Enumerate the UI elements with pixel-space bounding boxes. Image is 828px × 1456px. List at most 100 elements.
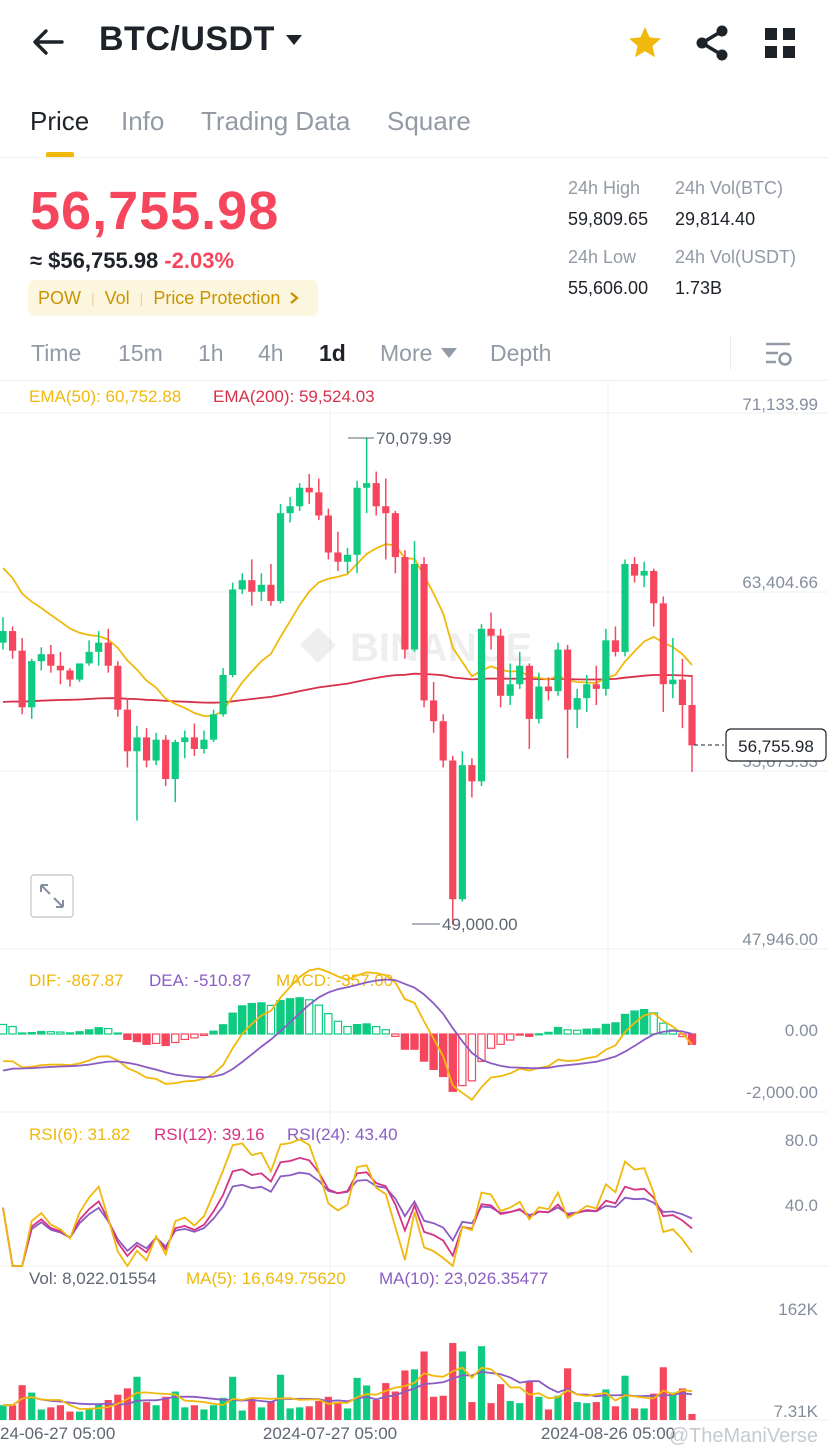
high-value: 59,809.65: [568, 209, 649, 229]
volume-bar: [152, 1405, 160, 1420]
interval-1h[interactable]: 1h: [198, 340, 224, 366]
volume-bar: [95, 1404, 103, 1420]
volume-bar: [28, 1392, 36, 1420]
candle-body: [8, 631, 17, 651]
macd-bar: [639, 1008, 649, 1035]
macd-bar: [592, 1028, 601, 1035]
volume-bar: [525, 1380, 533, 1420]
volume-bar: [133, 1376, 141, 1420]
tab-trading-data[interactable]: Trading Data: [201, 106, 351, 136]
price-tick-2: 63,404.66: [742, 573, 818, 592]
macd-bar: [218, 1024, 228, 1035]
volume-bar: [372, 1399, 380, 1420]
volume-bar: [650, 1393, 658, 1420]
candle-body: [477, 628, 486, 782]
candle-body: [583, 684, 591, 699]
volume-bar: [200, 1409, 208, 1420]
macd-bar: [563, 1029, 572, 1035]
expand-chart-button[interactable]: [30, 874, 74, 918]
interval-15m[interactable]: 15m: [118, 340, 163, 366]
volume-bar: [410, 1369, 419, 1420]
macd-bar: [266, 1004, 276, 1035]
candle-body: [142, 737, 151, 761]
candle-body: [95, 642, 103, 652]
volume-bar: [219, 1397, 227, 1420]
macd-bar: [228, 1012, 237, 1035]
candle-body: [28, 661, 36, 708]
volume-bar: [554, 1395, 562, 1420]
macd-bar: [94, 1027, 103, 1035]
grid-icon[interactable]: [763, 26, 797, 60]
back-arrow-icon[interactable]: [30, 26, 66, 58]
candle-body: [535, 686, 543, 719]
tag-pow[interactable]: POW: [38, 287, 81, 308]
volume-bar: [181, 1407, 189, 1420]
macd-bar: [285, 998, 295, 1035]
low-marker: 49,000.00: [412, 915, 518, 934]
tab-square[interactable]: Square: [387, 106, 471, 136]
candle-body: [430, 700, 438, 722]
volume-label: Vol: 8,022.01554: [29, 1269, 157, 1288]
trading-pair-title[interactable]: BTC/USDT: [99, 20, 275, 58]
active-tab-indicator: [46, 152, 74, 158]
star-icon[interactable]: [626, 24, 664, 62]
caret-down-icon[interactable]: [284, 30, 304, 50]
volume-bar: [401, 1370, 409, 1420]
interval-1d[interactable]: 1d: [319, 340, 346, 366]
ema50-line: [2, 543, 693, 718]
volume-bar: [75, 1411, 84, 1420]
macd-bar: [132, 1033, 142, 1043]
macd-bar: [161, 1033, 170, 1047]
volume-bar: [190, 1405, 198, 1420]
candle-body: [229, 589, 237, 675]
tab-info[interactable]: Info: [121, 106, 165, 136]
macd-bar: [56, 1031, 65, 1035]
chart-settings-icon[interactable]: [764, 340, 794, 368]
trading-chart[interactable]: BINANCE EMA(50): 60,752.88 EMA(200): 59,…: [0, 380, 828, 1456]
interval-divider: [730, 336, 731, 370]
candle-body: [621, 564, 629, 652]
price-tick-bottom: 47,946.00: [742, 930, 818, 949]
tag-vol[interactable]: Vol: [104, 287, 130, 308]
volume-bar: [248, 1398, 256, 1420]
low-marker-label: 49,000.00: [442, 915, 518, 934]
volume-bar: [8, 1405, 17, 1420]
low-label: 24h Low: [568, 247, 637, 267]
tag-price-protection[interactable]: Price Protection: [153, 287, 281, 308]
tab-price[interactable]: Price: [30, 106, 90, 136]
candle-body: [602, 640, 610, 689]
macd-bar: [123, 1033, 132, 1040]
tag-row[interactable]: POW | Vol | Price Protection: [28, 280, 318, 316]
macd-bar: [611, 1022, 620, 1035]
candle-body: [181, 737, 189, 743]
share-icon[interactable]: [694, 24, 730, 62]
macd-bar: [448, 1033, 457, 1092]
volume-bar: [535, 1396, 543, 1420]
macd-bar: [496, 1033, 505, 1045]
volume-bar: [611, 1406, 620, 1420]
candle-body: [678, 679, 687, 706]
macd-bar: [8, 1025, 17, 1035]
volume-bar: [420, 1351, 428, 1420]
macd-bar: [171, 1033, 180, 1044]
interval-4h[interactable]: 4h: [258, 340, 284, 366]
candle-body: [458, 765, 466, 900]
macd-bar: [381, 1029, 390, 1035]
interval-more[interactable]: More: [380, 340, 433, 366]
candle-body: [353, 487, 361, 555]
volume-bar: [18, 1385, 26, 1420]
candle-body: [85, 651, 93, 664]
volume-bar: [516, 1403, 524, 1420]
interval-time[interactable]: Time: [31, 340, 82, 366]
high-label: 24h High: [568, 178, 641, 198]
candle-body: [554, 649, 562, 692]
macd-bar: [410, 1033, 419, 1050]
tag-separator: |: [139, 290, 144, 306]
interval-depth[interactable]: Depth: [490, 340, 552, 366]
macd-bar: [429, 1033, 438, 1070]
vol-btc-value: 29,814.40: [675, 209, 756, 229]
more-caret-icon[interactable]: [440, 347, 458, 359]
volume-bar: [669, 1392, 677, 1420]
volume-bar: [391, 1391, 399, 1420]
candle-body: [439, 721, 447, 761]
